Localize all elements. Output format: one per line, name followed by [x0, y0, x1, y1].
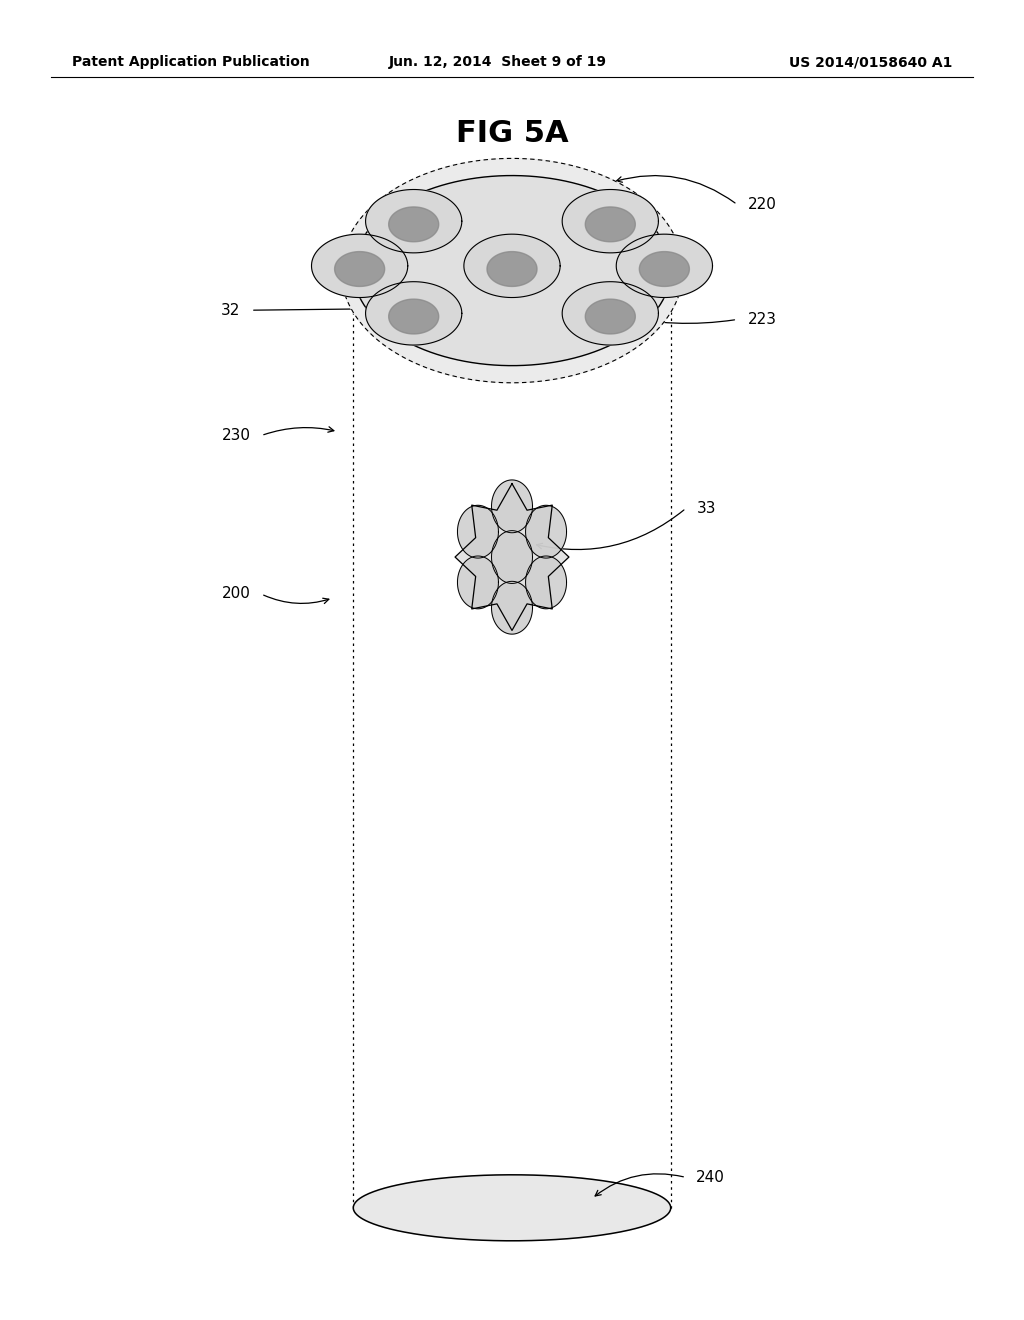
Text: FIG 5A: FIG 5A [456, 119, 568, 148]
Text: 220: 220 [748, 197, 776, 213]
Polygon shape [586, 207, 635, 242]
Polygon shape [525, 556, 566, 609]
Polygon shape [311, 234, 408, 297]
Polygon shape [353, 176, 671, 366]
Polygon shape [455, 483, 569, 631]
Polygon shape [492, 581, 532, 634]
Polygon shape [616, 234, 713, 297]
Polygon shape [458, 556, 499, 609]
Text: 33: 33 [696, 500, 716, 516]
Polygon shape [464, 234, 560, 297]
Polygon shape [366, 281, 462, 345]
Polygon shape [389, 207, 438, 242]
Polygon shape [353, 1175, 671, 1241]
Text: Jun. 12, 2014  Sheet 9 of 19: Jun. 12, 2014 Sheet 9 of 19 [389, 55, 607, 70]
Text: 230: 230 [222, 428, 251, 444]
Polygon shape [335, 252, 385, 286]
Polygon shape [492, 531, 532, 583]
Text: 32: 32 [221, 302, 241, 318]
Polygon shape [487, 252, 537, 286]
Polygon shape [586, 300, 635, 334]
Polygon shape [458, 506, 499, 558]
Text: 200: 200 [222, 586, 251, 602]
Text: 223: 223 [748, 312, 776, 327]
Polygon shape [525, 506, 566, 558]
Text: US 2014/0158640 A1: US 2014/0158640 A1 [788, 55, 952, 70]
Text: Patent Application Publication: Patent Application Publication [72, 55, 309, 70]
Polygon shape [389, 300, 438, 334]
Polygon shape [492, 480, 532, 533]
Polygon shape [341, 158, 683, 383]
Polygon shape [562, 190, 658, 253]
Polygon shape [562, 281, 658, 345]
Polygon shape [366, 190, 462, 253]
Polygon shape [639, 252, 689, 286]
Text: 240: 240 [696, 1170, 725, 1185]
